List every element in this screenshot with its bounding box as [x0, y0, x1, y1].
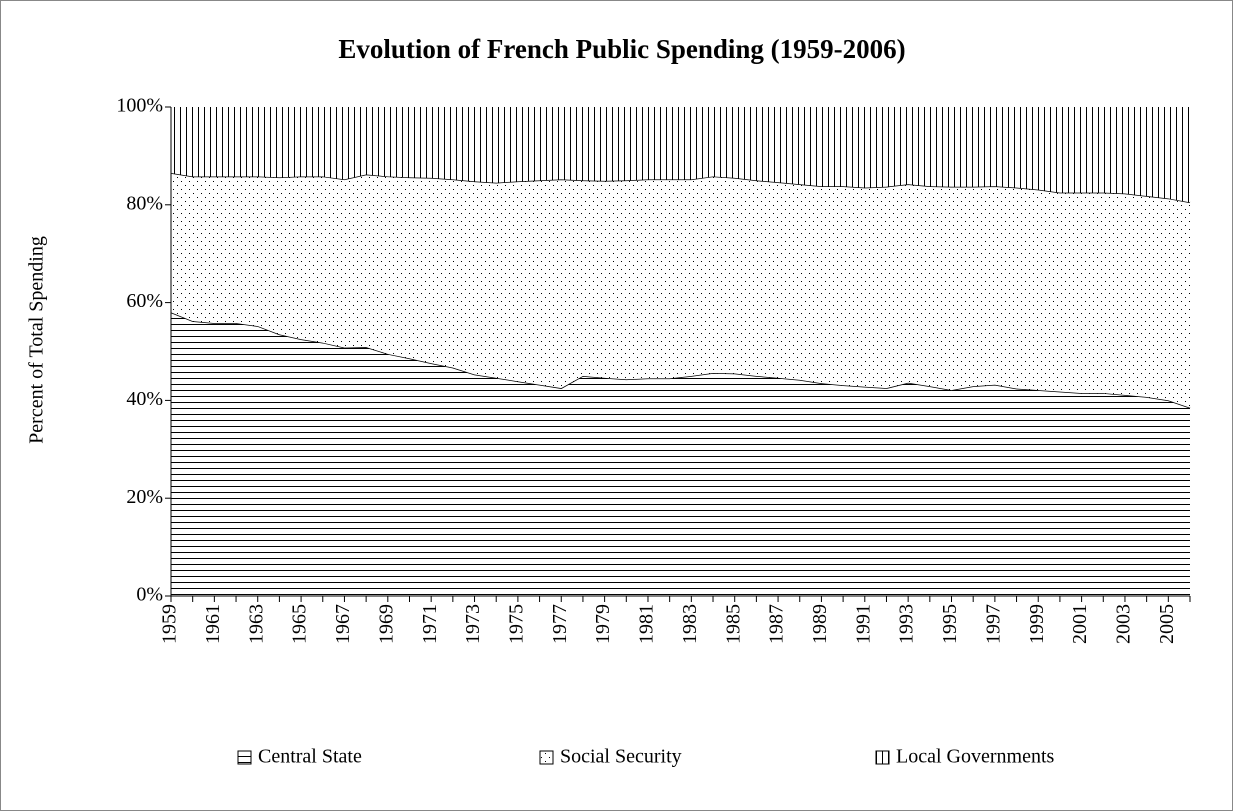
y-axis-label: Percent of Total Spending [26, 236, 48, 444]
y-tick-label: 0% [136, 584, 163, 606]
x-tick-label: 2001 [1069, 604, 1091, 644]
y-label-group: Percent of Total Spending [26, 236, 48, 444]
legend-label: Central State [258, 746, 362, 768]
x-tick-label: 1975 [505, 604, 527, 644]
y-tick-label: 20% [126, 486, 163, 508]
legend-label: Local Governments [896, 746, 1054, 768]
y-tick-label: 80% [126, 192, 163, 214]
x-tick-label: 1965 [289, 604, 311, 644]
x-tick-label: 1997 [982, 604, 1004, 644]
x-tick-label: 1979 [592, 604, 614, 644]
y-tick-label: 100% [116, 95, 163, 117]
legend-swatch [539, 750, 554, 765]
y-tick-label: 40% [126, 388, 163, 410]
x-tick-label: 1985 [722, 604, 744, 644]
legend-swatch [237, 750, 252, 765]
legend-label: Social Security [560, 746, 682, 768]
area [171, 312, 1190, 596]
y-tick-label: 60% [126, 290, 163, 312]
chart-title: Evolution of French Public Spending (195… [338, 34, 905, 64]
x-tick-label: 1977 [549, 604, 571, 644]
x-tick-label: 1969 [375, 604, 397, 644]
x-tick-label: 1981 [636, 604, 658, 644]
x-tick-label: 1963 [245, 604, 267, 644]
x-tick-label: 1987 [766, 604, 788, 644]
x-tick-label: 2005 [1156, 604, 1178, 644]
x-tick-label: 1971 [419, 604, 441, 644]
x-tick-label: 1999 [1026, 604, 1048, 644]
x-tick-label: 1995 [939, 604, 961, 644]
x-tick-label: 1967 [332, 604, 354, 644]
x-tick-label: 2003 [1113, 604, 1135, 644]
x-tick-label: 1959 [159, 604, 181, 644]
x-tick-label: 1973 [462, 604, 484, 644]
x-tick-label: 1983 [679, 604, 701, 644]
area [171, 173, 1190, 408]
x-tick-label: 1991 [852, 604, 874, 644]
legend-swatch [875, 750, 890, 765]
x-tick-label: 1961 [202, 604, 224, 644]
area [171, 107, 1190, 203]
x-tick-label: 1989 [809, 604, 831, 644]
x-tick-label: 1993 [896, 604, 918, 644]
